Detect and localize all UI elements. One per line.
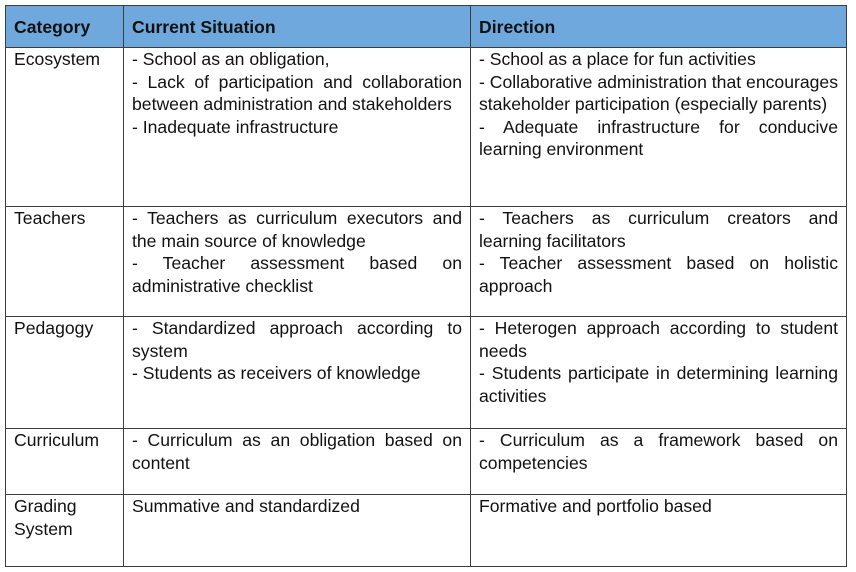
category-cell: Curriculum (6, 429, 124, 495)
current-situation-cell: - School as an obligation, - Lack of par… (124, 48, 471, 207)
bullet-item: - Teacher assessment based on administra… (132, 252, 462, 297)
table-row-grading-system: Grading System Summative and standardize… (6, 495, 847, 567)
bullet-item: - Adequate infrastructure for conducive … (479, 116, 838, 161)
bullet-item: - Teacher assessment based on holistic a… (479, 252, 838, 297)
category-cell: Grading System (6, 495, 124, 567)
bullet-item: - Teachers as curriculum creators and le… (479, 207, 838, 252)
category-cell: Pedagogy (6, 317, 124, 429)
direction-cell: - School as a place for fun activities -… (471, 48, 847, 207)
current-situation-cell: - Teachers as curriculum executors and t… (124, 207, 471, 317)
current-situation-cell: - Curriculum as an obligation based on c… (124, 429, 471, 495)
bullet-item: - Curriculum as an obligation based on c… (132, 429, 462, 474)
direction-cell: Formative and portfolio based (471, 495, 847, 567)
category-cell: Teachers (6, 207, 124, 317)
bullet-item: - Collaborative administration that enco… (479, 71, 838, 116)
header-category: Category (6, 6, 124, 48)
bullet-item: - Teachers as curriculum executors and t… (132, 207, 462, 252)
bullet-item: - Students participate in determining le… (479, 362, 838, 407)
category-cell: Ecosystem (6, 48, 124, 207)
current-situation-cell: Summative and standardized (124, 495, 471, 567)
table-row-teachers: Teachers - Teachers as curriculum execut… (6, 207, 847, 317)
table-row-pedagogy: Pedagogy - Standardized approach accordi… (6, 317, 847, 429)
direction-cell: - Curriculum as a framework based on com… (471, 429, 847, 495)
bullet-item: - School as a place for fun activities (479, 48, 838, 71)
cell-text: Summative and standardized (132, 495, 462, 518)
bullet-item: - Lack of participation and collaboratio… (132, 71, 462, 116)
header-row: Category Current Situation Direction (6, 6, 847, 48)
direction-cell: - Heterogen approach according to studen… (471, 317, 847, 429)
direction-cell: - Teachers as curriculum creators and le… (471, 207, 847, 317)
bullet-item: - Standardized approach according to sys… (132, 317, 462, 362)
table-row-curriculum: Curriculum - Curriculum as an obligation… (6, 429, 847, 495)
bullet-item: - Students as receivers of knowledge (132, 362, 462, 385)
bullet-item: - Curriculum as a framework based on com… (479, 429, 838, 474)
bullet-item: - School as an obligation, (132, 48, 462, 71)
bullet-item: - Inadequate infrastructure (132, 116, 462, 139)
current-situation-cell: - Standardized approach according to sys… (124, 317, 471, 429)
bullet-item: - Heterogen approach according to studen… (479, 317, 838, 362)
comparison-table: Category Current Situation Direction Eco… (5, 5, 847, 567)
header-current-situation: Current Situation (124, 6, 471, 48)
header-direction: Direction (471, 6, 847, 48)
cell-text: Formative and portfolio based (479, 495, 838, 518)
table-row-ecosystem: Ecosystem - School as an obligation, - L… (6, 48, 847, 207)
